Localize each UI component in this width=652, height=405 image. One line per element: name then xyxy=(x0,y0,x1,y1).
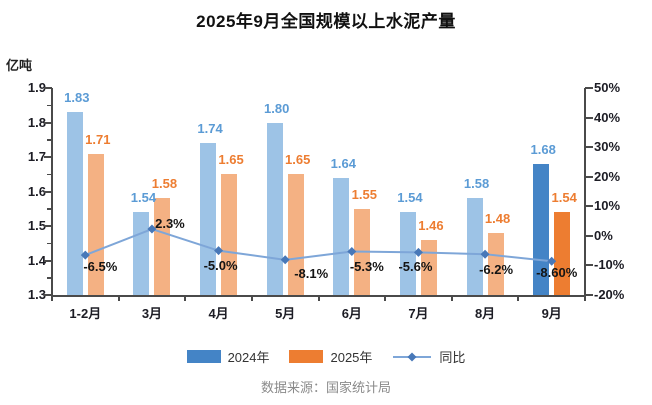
bottom-axis-tick xyxy=(51,295,53,301)
bottom-axis-tick xyxy=(384,295,387,301)
right-axis-tick xyxy=(585,294,593,296)
left-axis-tick-label: 1.3 xyxy=(27,287,46,302)
bottom-axis-tick xyxy=(317,295,320,301)
bar-value-label: 1.64 xyxy=(330,155,356,171)
bottom-axis-tick xyxy=(184,295,187,301)
yoy-value-label: -5.0% xyxy=(203,257,238,273)
left-axis-tick-label: 1.9 xyxy=(27,80,46,95)
x-axis-label: 6月 xyxy=(341,306,362,321)
right-axis-tick xyxy=(585,234,593,237)
right-axis-tick-label: 0% xyxy=(594,227,613,243)
right-axis-tick-label: 10% xyxy=(594,198,621,214)
left-axis-tick-label: 1.5 xyxy=(27,218,46,233)
bar-2025年-6月 xyxy=(354,208,371,295)
right-axis-tick xyxy=(585,146,593,149)
legend-label-yoy: 同比 xyxy=(439,350,466,365)
legend-line-marker-icon xyxy=(393,352,432,361)
right-axis-tick-label: -20% xyxy=(594,287,625,302)
x-axis-label: 5月 xyxy=(275,306,296,321)
legend-item-yoy: 同比 xyxy=(392,347,465,366)
left-axis-tick-label: 1.7 xyxy=(27,149,46,164)
legend-label-2024: 2024年 xyxy=(227,350,270,365)
bar-value-label: 1.54 xyxy=(130,190,157,206)
right-axis-tick-label: -10% xyxy=(594,257,625,273)
legend-item-2024: 2024年 xyxy=(186,347,270,366)
right-axis-tick xyxy=(585,205,593,208)
bar-value-label: 1.46 xyxy=(418,217,444,233)
left-axis-minor-tick xyxy=(47,104,52,107)
bar-value-label: 1.55 xyxy=(351,186,377,202)
bottom-axis-tick xyxy=(450,295,453,301)
right-axis-line xyxy=(584,88,586,297)
x-axis-label: 1-2月 xyxy=(69,306,102,321)
bar-value-label: 1.83 xyxy=(64,90,90,106)
right-axis-tick xyxy=(585,175,593,178)
left-axis-tick-label: 1.6 xyxy=(27,183,46,199)
bar-value-label: 1.54 xyxy=(551,190,577,206)
bar-2025年-3月 xyxy=(154,198,171,295)
bar-value-label: 1.68 xyxy=(530,141,556,157)
right-axis-tick-label: 30% xyxy=(594,139,621,155)
left-axis-minor-tick xyxy=(47,277,52,279)
yoy-value-label: -6.5% xyxy=(83,259,118,275)
x-axis-label: 8月 xyxy=(474,306,496,321)
left-axis-tick-label: 1.4 xyxy=(27,252,46,268)
left-axis-tick xyxy=(44,294,52,296)
right-axis-tick xyxy=(585,116,593,119)
bar-value-label: 1.65 xyxy=(285,152,311,168)
left-axis-tick xyxy=(44,87,52,89)
left-axis-line xyxy=(51,88,53,297)
x-axis-label: 9月 xyxy=(541,306,562,321)
bar-value-label: 1.58 xyxy=(151,176,178,192)
left-axis-minor-tick xyxy=(47,208,52,210)
legend-label-2025: 2025年 xyxy=(330,350,373,365)
bar-value-label: 1.48 xyxy=(484,210,511,226)
bottom-axis-tick xyxy=(584,295,586,301)
bar-value-label: 1.80 xyxy=(264,100,290,116)
bar-value-label: 1.54 xyxy=(397,190,423,206)
left-axis-tick xyxy=(44,156,52,158)
chart-title: 2025年9月全国规模以上水泥产量 xyxy=(196,12,456,31)
x-axis-label: 7月 xyxy=(408,306,429,321)
bar-value-label: 1.65 xyxy=(218,152,244,168)
bar-value-label: 1.71 xyxy=(85,131,111,147)
bottom-axis-tick xyxy=(117,295,120,301)
legend-swatch-2025 xyxy=(289,350,324,363)
left-axis-tick-label: 1.8 xyxy=(27,114,46,130)
yoy-value-label: 2.3% xyxy=(155,216,185,232)
left-axis-minor-tick xyxy=(47,242,52,245)
left-axis-minor-tick xyxy=(47,139,52,141)
left-axis-tick xyxy=(44,190,52,193)
bar-value-label: 1.58 xyxy=(463,176,490,192)
yoy-value-label: -8.60% xyxy=(536,265,578,281)
x-axis-label: 3月 xyxy=(141,306,163,321)
legend-swatch-2024 xyxy=(186,350,221,363)
legend: 2024年 2025年 同比 xyxy=(0,347,652,366)
legend-item-2025: 2025年 xyxy=(289,347,372,366)
right-axis-tick-label: 20% xyxy=(594,168,621,184)
bar-value-label: 1.74 xyxy=(197,121,223,137)
bar-2024年-1-2月 xyxy=(66,112,83,295)
right-axis-tick xyxy=(585,264,593,267)
bar-2025年-4月 xyxy=(221,174,238,295)
bottom-axis-tick xyxy=(250,295,253,301)
right-axis-tick-label: 50% xyxy=(594,80,621,95)
x-axis-label: 4月 xyxy=(208,306,229,321)
bar-2025年-9月 xyxy=(554,212,571,295)
data-source: 数据来源：国家统计局 xyxy=(260,380,391,395)
right-axis-tick xyxy=(585,87,593,89)
yoy-value-label: -6.2% xyxy=(479,262,514,278)
left-axis-tick xyxy=(44,259,52,262)
yoy-value-label: -8.1% xyxy=(294,265,329,281)
bottom-axis-tick xyxy=(517,295,520,301)
yoy-value-label: -5.6% xyxy=(398,259,433,275)
right-axis-tick-label: 40% xyxy=(594,109,621,125)
left-axis-tick xyxy=(44,225,52,227)
left-axis-unit-label: 亿吨 xyxy=(6,58,33,73)
left-axis-minor-tick xyxy=(47,173,52,176)
left-axis-tick xyxy=(44,121,52,124)
